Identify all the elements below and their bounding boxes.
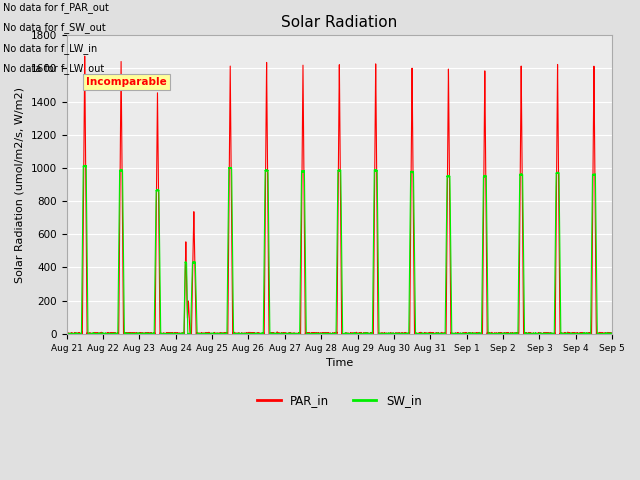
- PAR_in: [81, 53, 88, 59]
- PAR_in: [607, 331, 614, 336]
- SW_in: [607, 331, 614, 336]
- SW_in: [174, 331, 182, 336]
- Text: No data for f_SW_out: No data for f_SW_out: [3, 23, 106, 34]
- Title: Solar Radiation: Solar Radiation: [281, 15, 397, 30]
- PAR_in: [267, 331, 275, 336]
- Legend: PAR_in, SW_in: PAR_in, SW_in: [252, 389, 426, 411]
- PAR_in: [608, 331, 616, 336]
- Text: No data for f_LW_out: No data for f_LW_out: [3, 63, 104, 74]
- SW_in: [492, 331, 500, 336]
- PAR_in: [492, 331, 500, 336]
- SW_in: [415, 331, 422, 336]
- Text: No data for f_LW_in: No data for f_LW_in: [3, 43, 97, 54]
- Text: No data for f_PAR_out: No data for f_PAR_out: [3, 2, 109, 13]
- SW_in: [267, 331, 275, 336]
- PAR_in: [63, 331, 70, 336]
- PAR_in: [180, 331, 188, 336]
- Text: Incomparable: Incomparable: [86, 77, 167, 87]
- SW_in: [608, 331, 616, 336]
- X-axis label: Time: Time: [326, 358, 353, 368]
- PAR_in: [415, 331, 422, 336]
- SW_in: [63, 330, 70, 336]
- Y-axis label: Solar Radiation (umol/m2/s, W/m2): Solar Radiation (umol/m2/s, W/m2): [15, 86, 25, 283]
- PAR_in: [174, 330, 182, 336]
- SW_in: [180, 331, 188, 336]
- SW_in: [63, 331, 70, 336]
- Line: PAR_in: PAR_in: [67, 56, 612, 334]
- PAR_in: [63, 331, 70, 336]
- Line: SW_in: SW_in: [67, 166, 612, 334]
- SW_in: [80, 163, 88, 168]
